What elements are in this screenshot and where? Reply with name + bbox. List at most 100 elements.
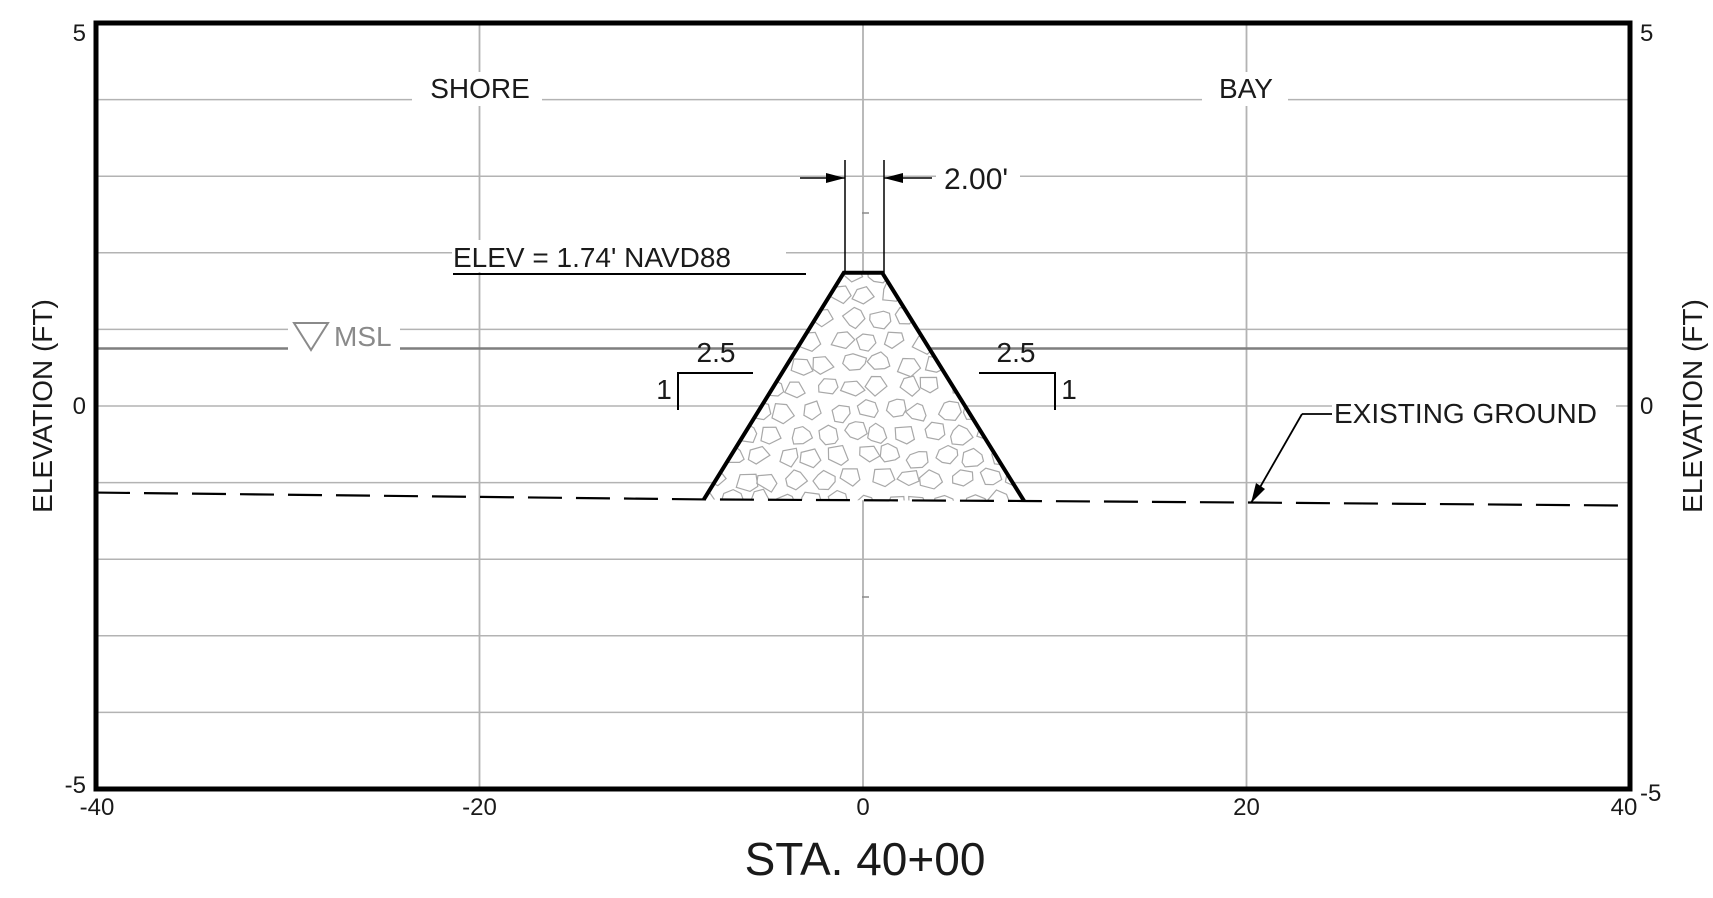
rock-stone: [1004, 272, 1025, 285]
rock-stone: [987, 489, 1011, 501]
rock-stone: [765, 518, 784, 535]
x-tick-label: 0: [856, 794, 869, 821]
rock-stone: [908, 285, 933, 305]
rock-stone: [945, 310, 971, 328]
left-axis-title: ELEVATION (FT): [27, 299, 58, 513]
rock-stone: [951, 469, 974, 487]
rock-stone: [803, 400, 822, 421]
rock-stone: [961, 283, 984, 305]
rock-stone: [1002, 312, 1025, 330]
rock-stone: [827, 444, 850, 467]
plot-frame: [93, 20, 1633, 792]
rock-stone: [735, 355, 759, 374]
rock-stone: [791, 425, 814, 445]
rock-stone: [839, 468, 861, 487]
slope-right-run: 2.5: [997, 337, 1036, 368]
rock-stone: [899, 375, 921, 397]
rock-stone: [783, 309, 806, 330]
rock-stone: [843, 272, 864, 283]
tick-labels: -40 -20 0 20 40 5 0 -5 5 0 -5: [65, 20, 1662, 821]
rock-stone: [1032, 516, 1052, 533]
rock-stone: [949, 424, 974, 446]
rock-stone: [1031, 471, 1055, 489]
rock-stone: [866, 272, 890, 284]
slope-right-rise: 1: [1061, 374, 1077, 405]
y-tick-label-left: 0: [73, 393, 86, 420]
rock-stone: [844, 421, 868, 441]
rock-stone: [827, 489, 849, 501]
rock-stone: [855, 333, 877, 352]
rock-stone: [749, 488, 772, 501]
rock-stone: [675, 519, 698, 536]
rock-stone: [1005, 377, 1025, 397]
rock-stone: [812, 469, 836, 491]
crest-elevation-callout: ELEV = 1.74' NAVD88: [452, 240, 806, 275]
rock-stone: [1013, 446, 1025, 465]
rock-stone: [751, 329, 773, 349]
rock-stone: [883, 331, 905, 350]
rock-stone: [856, 399, 879, 419]
rock-stone: [774, 328, 799, 351]
station-title: STA. 40+00: [745, 833, 986, 885]
rock-stone: [735, 473, 759, 493]
rock-stone: [775, 493, 797, 501]
rock-stone: [871, 515, 892, 535]
slope-left-run: 2.5: [697, 337, 736, 368]
rock-fill-section: [666, 270, 1055, 538]
rock-stone: [859, 445, 881, 463]
rock-stone: [924, 421, 946, 441]
rock-stone: [747, 288, 773, 308]
rock-stone: [946, 272, 967, 281]
rock-fill-outline: [702, 270, 1026, 503]
rock-stone: [777, 287, 799, 307]
rock-stone: [961, 447, 985, 468]
water-level-triangle-icon: [292, 322, 330, 352]
crest-width-dimension: 2.00': [800, 160, 1020, 273]
rock-stone: [842, 353, 868, 371]
rock-stone: [840, 517, 861, 533]
rock-stone: [853, 494, 877, 501]
rock-stone: [894, 425, 916, 445]
rock-stone: [930, 336, 955, 354]
rock-stone: [771, 402, 796, 425]
bay-label-bg: [1202, 72, 1288, 106]
x-tick-label: -20: [462, 794, 497, 821]
rock-stone: [703, 444, 714, 466]
rock-stone: [964, 494, 988, 501]
rock-stone: [885, 495, 906, 501]
rock-stone: [789, 519, 810, 535]
rock-fill-background: [703, 272, 1025, 501]
x-tick-label: 20: [1233, 794, 1260, 821]
existing-ground-label: EXISTING GROUND: [1334, 398, 1597, 429]
msl-marker: MSL: [288, 318, 400, 352]
rock-stone: [731, 518, 753, 538]
rock-stone: [831, 404, 851, 424]
rock-stone: [765, 312, 785, 332]
rock-stone: [879, 442, 901, 463]
rock-stone: [919, 520, 942, 536]
rock-stone: [666, 289, 685, 307]
rock-stone: [869, 310, 892, 330]
rock-stone: [756, 473, 778, 493]
rock-stone: [1029, 378, 1051, 394]
rock-stone: [815, 516, 834, 537]
rock-stone: [872, 468, 896, 488]
rock-stone: [790, 358, 814, 376]
rock-stone: [747, 445, 771, 465]
rock-stone: [978, 272, 1002, 285]
rock-stone: [918, 272, 943, 283]
shore-label-bg: [412, 72, 542, 106]
slope-left-rise: 1: [656, 374, 672, 405]
rock-stone: [937, 400, 962, 422]
rock-stone: [867, 422, 888, 444]
rock-stone: [679, 422, 699, 438]
rock-stone: [676, 310, 698, 330]
rock-stone: [977, 514, 999, 532]
rock-stone: [678, 375, 702, 394]
rock-stone: [977, 311, 1003, 332]
rock-stone: [705, 378, 728, 398]
rock-stone: [703, 287, 713, 304]
rock-stone: [948, 353, 969, 374]
slope-ratio-left: 2.5 1: [656, 337, 753, 410]
